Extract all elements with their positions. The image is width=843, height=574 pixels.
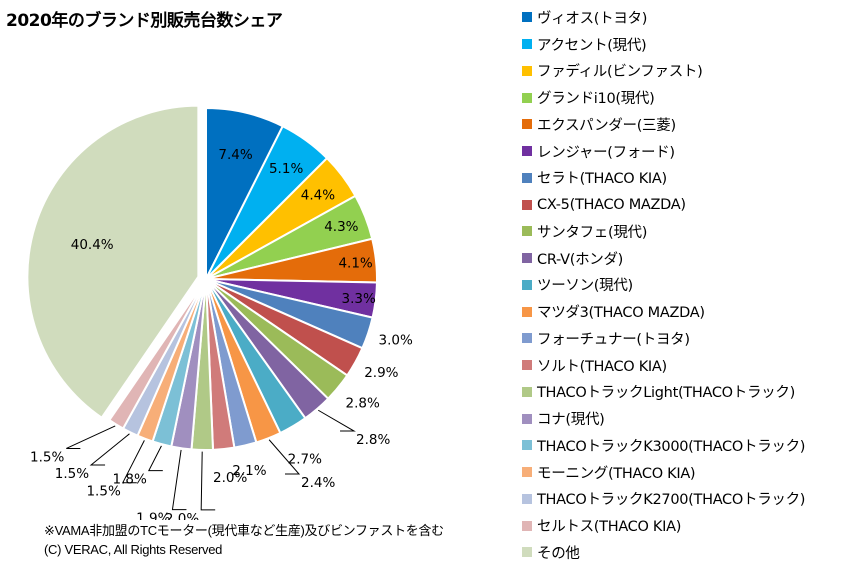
legend-label: ファディル(ビンファスト)	[537, 64, 703, 81]
legend: ヴィオス(トヨタ) アクセント(現代) ファディル(ビンファスト) グランドi10(現…	[522, 4, 805, 566]
data-label: 1.9%	[136, 511, 170, 520]
legend-label: THACOトラックK3000(THACOトラック)	[537, 438, 806, 455]
pie-chart: 7.4% 5.1% 4.4% 4.3% 4.1% 3.3% 3.0% 2.9% 2.8% 2.8%…	[26, 104, 413, 520]
legend-label: フォーチュナー(トヨタ)	[537, 331, 690, 348]
legend-label: その他	[537, 545, 580, 562]
legend-label: グランドi10(現代)	[537, 91, 655, 108]
legend-item: セラト(THACO KIA)	[522, 165, 805, 192]
legend-label: THACOトラックK2700(THACOトラック)	[537, 492, 806, 509]
data-label: 1.8%	[112, 472, 146, 488]
leader-line	[147, 445, 163, 472]
legend-label: ツーソン(現代)	[537, 278, 633, 295]
legend-item: ヴィオス(トヨタ)	[522, 4, 805, 31]
data-label: 4.4%	[301, 188, 335, 204]
legend-item: モーニング(THACO KIA)	[522, 459, 805, 486]
legend-item: コナ(現代)	[522, 405, 805, 432]
leader-line	[89, 433, 130, 466]
legend-swatch	[522, 360, 532, 371]
legend-label: モーニング(THACO KIA)	[537, 465, 696, 482]
legend-swatch	[522, 253, 532, 264]
data-label: 2.4%	[301, 475, 335, 491]
legend-label: セラト(THACO KIA)	[537, 171, 667, 188]
legend-swatch	[522, 39, 532, 50]
data-label: 2.1%	[232, 463, 266, 479]
legend-item: THACOトラックK2700(THACOトラック)	[522, 486, 805, 513]
legend-item: CX-5(THACO MAZDA)	[522, 191, 805, 218]
data-label: 7.4%	[218, 147, 252, 163]
data-label: 1.5%	[55, 466, 89, 482]
legend-swatch	[522, 306, 532, 317]
data-label: 2.8%	[346, 396, 380, 412]
legend-item: その他	[522, 539, 805, 566]
legend-item: エクスパンダー(三菱)	[522, 111, 805, 138]
legend-label: ヴィオス(トヨタ)	[537, 10, 648, 27]
legend-swatch	[522, 279, 532, 290]
legend-swatch	[522, 493, 532, 504]
legend-item: CR-V(ホンダ)	[522, 245, 805, 272]
legend-item: サンタフェ(現代)	[522, 218, 805, 245]
legend-item: レンジャー(フォード)	[522, 138, 805, 165]
footnote: ※VAMA非加盟のTCモーター(現代車など生産)及びビンファストを含む	[44, 523, 444, 538]
legend-swatch	[522, 172, 532, 183]
legend-label: ソルト(THACO KIA)	[537, 358, 667, 375]
legend-label: マツダ3(THACO MAZDA)	[537, 305, 705, 322]
legend-item: ファディル(ビンファスト)	[522, 58, 805, 85]
legend-item: ツーソン(現代)	[522, 272, 805, 299]
legend-label: コナ(現代)	[537, 412, 605, 429]
data-label: 1.5%	[86, 484, 120, 500]
legend-label: アクセント(現代)	[537, 37, 647, 54]
data-label: 4.1%	[338, 256, 372, 272]
legend-swatch	[522, 440, 532, 451]
data-label: 1.5%	[30, 449, 64, 465]
leader-line	[121, 440, 145, 484]
legend-swatch	[522, 520, 532, 531]
legend-label: エクスパンダー(三菱)	[537, 117, 676, 134]
data-label: 3.0%	[379, 333, 413, 349]
legend-item: アクセント(現代)	[522, 31, 805, 58]
data-label: 2.8%	[356, 432, 390, 448]
data-label: 3.3%	[342, 291, 376, 307]
data-label: 40.4%	[71, 237, 114, 253]
legend-swatch	[522, 413, 532, 424]
legend-swatch	[522, 386, 532, 397]
data-label: 5.1%	[269, 161, 303, 177]
copyright: (C) VERAC, All Rights Reserved	[44, 542, 223, 557]
pie-slice	[107, 278, 207, 430]
legend-swatch	[522, 547, 532, 558]
legend-item: ソルト(THACO KIA)	[522, 352, 805, 379]
legend-swatch	[522, 12, 532, 23]
legend-swatch	[522, 92, 532, 103]
legend-item: マツダ3(THACO MAZDA)	[522, 298, 805, 325]
legend-label: サンタフェ(現代)	[537, 224, 648, 241]
data-label: 2.9%	[364, 365, 398, 381]
legend-item: THACOトラックK3000(THACOトラック)	[522, 432, 805, 459]
legend-swatch	[522, 65, 532, 76]
data-label: 2.0%	[165, 511, 199, 520]
legend-item: セルトス(THACO KIA)	[522, 512, 805, 539]
legend-swatch	[522, 226, 532, 237]
legend-swatch	[522, 199, 532, 210]
legend-swatch	[522, 146, 532, 157]
leader-line	[318, 409, 356, 432]
legend-item: フォーチュナー(トヨタ)	[522, 325, 805, 352]
legend-swatch	[522, 467, 532, 478]
legend-label: レンジャー(フォード)	[537, 144, 675, 161]
leader-line	[200, 451, 216, 511]
legend-label: CR-V(ホンダ)	[537, 251, 624, 268]
data-label: 2.0%	[213, 470, 247, 486]
legend-item: グランドi10(現代)	[522, 84, 805, 111]
leader-line	[171, 449, 187, 511]
data-label: 4.3%	[324, 219, 358, 235]
leader-line	[66, 425, 116, 449]
legend-item: THACOトラックLight(THACOトラック)	[522, 379, 805, 406]
chart-title: 2020年のブランド別販売台数シェア	[6, 11, 283, 31]
legend-swatch	[522, 119, 532, 130]
leader-line	[268, 439, 301, 475]
legend-swatch	[522, 333, 532, 344]
legend-label: THACOトラックLight(THACOトラック)	[537, 385, 795, 402]
data-label: 2.7%	[288, 452, 322, 468]
legend-label: CX-5(THACO MAZDA)	[537, 196, 686, 213]
pie-slice	[26, 104, 200, 420]
legend-label: セルトス(THACO KIA)	[537, 519, 682, 536]
